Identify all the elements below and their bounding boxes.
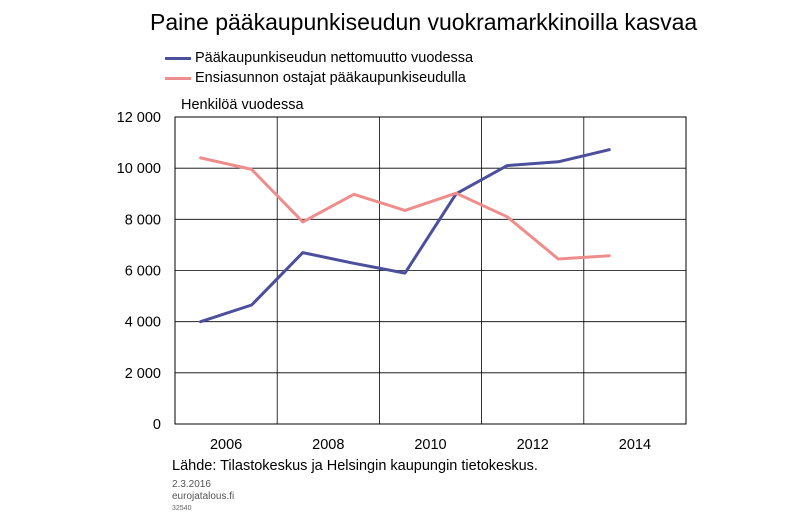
x-tick-label: 2010 xyxy=(414,437,446,453)
chart-code: 32540 xyxy=(172,505,192,512)
x-tick-label: 2012 xyxy=(517,437,549,453)
legend-label-net-migration: Pääkaupunkiseudun nettomuutto vuodessa xyxy=(195,50,474,66)
legend-label-first-home-buyers: Ensiasunnon ostajat pääkaupunkiseudulla xyxy=(195,70,466,86)
y-axis-unit-label: Henkilöä vuodessa xyxy=(181,97,304,113)
x-axis-tick-labels: 2006 2008 2010 2012 2014 xyxy=(210,437,651,453)
grid-lines xyxy=(175,117,686,424)
y-axis-tick-labels: 0 2 000 4 000 6 000 8 000 10 000 12 000 xyxy=(117,110,161,433)
series-line-first-home-buyers xyxy=(199,156,611,261)
legend-swatch-first-home-buyers xyxy=(165,77,191,80)
y-tick-label: 12 000 xyxy=(117,110,161,126)
series-line-net-migration xyxy=(199,148,611,324)
publication-date: 2.3.2016 xyxy=(172,479,211,490)
y-tick-label: 10 000 xyxy=(117,161,161,177)
legend-swatch-net-migration xyxy=(165,57,191,60)
x-tick-label: 2008 xyxy=(312,437,344,453)
y-tick-label: 4 000 xyxy=(125,315,161,331)
data-series xyxy=(199,148,611,324)
y-tick-label: 0 xyxy=(153,417,161,433)
x-tick-label: 2006 xyxy=(210,437,242,453)
y-tick-label: 6 000 xyxy=(125,264,161,280)
plot-frame xyxy=(174,116,687,425)
source-note: Lähde: Tilastokeskus ja Helsingin kaupun… xyxy=(172,458,538,474)
y-tick-label: 8 000 xyxy=(125,212,161,228)
website-label: eurojatalous.fi xyxy=(172,491,235,502)
y-tick-label: 2 000 xyxy=(125,366,161,382)
chart-title: Paine pääkaupunkiseudun vuokramarkkinoil… xyxy=(150,9,698,35)
x-tick-label: 2014 xyxy=(619,437,651,453)
